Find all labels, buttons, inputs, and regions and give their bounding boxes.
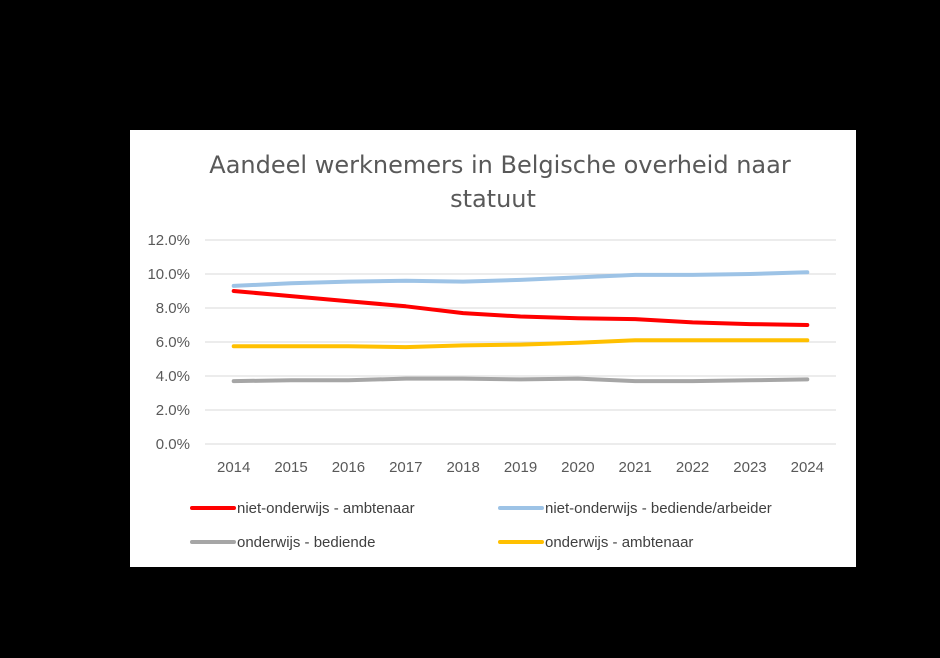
x-tick-label: 2021: [619, 459, 652, 476]
x-tick-label: 2023: [733, 459, 766, 476]
x-tick-label: 2014: [217, 459, 250, 476]
x-tick-label: 2019: [504, 459, 537, 476]
legend-label: niet-onderwijs - bediende/arbeider: [545, 500, 772, 517]
series-line-1: [231, 289, 810, 327]
y-axis-tick-labels: 0.0% 2.0% 4.0% 6.0% 8.0% 10.0% 12.0%: [147, 232, 190, 453]
legend-label: niet-onderwijs - ambtenaar: [237, 500, 415, 517]
gridlines: [205, 239, 836, 445]
x-axis-tick-labels: 2014 2015 2016 2017 2018 2019 2020 2021 2022 2023…: [217, 459, 824, 476]
x-tick-label: 2016: [332, 459, 365, 476]
chart-panel: Aandeel werknemers in Belgische overheid…: [130, 130, 856, 567]
series-line-2: [231, 270, 810, 288]
legend-item: onderwijs - bediende: [190, 534, 375, 551]
y-tick-label: 8.0%: [156, 300, 190, 317]
y-tick-label: 12.0%: [147, 232, 190, 249]
legend-item: niet-onderwijs - ambtenaar: [190, 500, 415, 517]
x-tick-label: 2022: [676, 459, 709, 476]
legend: niet-onderwijs - ambtenaar niet-onderwijs…: [190, 500, 772, 551]
y-tick-label: 2.0%: [156, 402, 190, 419]
chart-title-line-2: statuut: [450, 185, 536, 213]
x-tick-label: 2018: [446, 459, 479, 476]
y-tick-label: 10.0%: [147, 266, 190, 283]
line-chart: Aandeel werknemers in Belgische overheid…: [147, 151, 836, 551]
x-tick-label: 2017: [389, 459, 422, 476]
legend-item: onderwijs - ambtenaar: [498, 534, 693, 551]
x-tick-label: 2015: [274, 459, 307, 476]
series-line-4: [231, 338, 810, 350]
series-lines: [231, 270, 810, 384]
series-line-3: [231, 376, 810, 384]
x-tick-label: 2020: [561, 459, 594, 476]
x-tick-label: 2024: [791, 459, 824, 476]
y-tick-label: 0.0%: [156, 436, 190, 453]
y-tick-label: 4.0%: [156, 368, 190, 385]
y-tick-label: 6.0%: [156, 334, 190, 351]
chart-title-line-1: Aandeel werknemers in Belgische overheid…: [209, 151, 791, 179]
legend-item: niet-onderwijs - bediende/arbeider: [498, 500, 772, 517]
legend-label: onderwijs - ambtenaar: [545, 534, 693, 551]
legend-label: onderwijs - bediende: [237, 534, 375, 551]
